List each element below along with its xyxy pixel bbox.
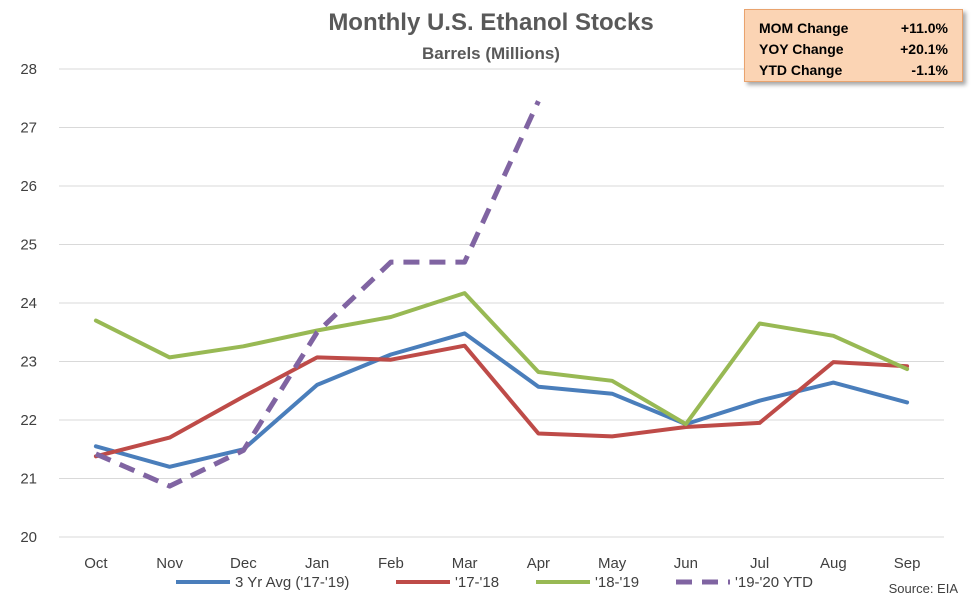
x-tick-label: Jul	[750, 555, 769, 572]
source-note: Source: EIA	[889, 581, 959, 596]
stat-row-yoy: YOY Change +20.1%	[759, 39, 948, 60]
x-tick-label: Apr	[527, 555, 550, 572]
stat-value: +20.1%	[900, 41, 948, 57]
y-tick-label: 21	[20, 471, 37, 488]
chart-subtitle: Barrels (Millions)	[422, 44, 560, 63]
change-stats-box: MOM Change +11.0% YOY Change +20.1% YTD …	[744, 9, 963, 82]
series-lines	[93, 100, 910, 489]
stat-row-ytd: YTD Change -1.1%	[759, 60, 948, 81]
y-tick-label: 27	[20, 120, 37, 137]
y-tick-label: 23	[20, 354, 37, 371]
y-tick-label: 25	[20, 237, 37, 254]
y-tick-label: 26	[20, 178, 37, 195]
y-tick-label: 24	[20, 295, 37, 312]
y-axis-ticks: 20 21 22 23 24 25 26 27 28	[20, 61, 37, 546]
x-tick-label: May	[598, 555, 627, 572]
y-tick-label: 22	[20, 412, 37, 429]
x-tick-label: Aug	[820, 555, 847, 572]
x-tick-label: Dec	[230, 555, 257, 572]
stat-value: -1.1%	[911, 62, 948, 78]
gridlines	[59, 68, 944, 538]
legend-label: '17-'18	[455, 574, 499, 591]
stat-label: YTD Change	[759, 62, 843, 78]
y-tick-label: 28	[20, 61, 37, 78]
legend-label: 3 Yr Avg ('17-'19)	[235, 574, 349, 591]
stat-row-mom: MOM Change +11.0%	[759, 18, 948, 39]
x-tick-label: Mar	[452, 555, 478, 572]
y-tick-label: 20	[20, 529, 37, 546]
chart-title: Monthly U.S. Ethanol Stocks	[328, 9, 653, 36]
series-line-3	[94, 100, 541, 489]
x-tick-label: Nov	[156, 555, 183, 572]
x-tick-label: Feb	[378, 555, 404, 572]
legend: 3 Yr Avg ('17-'19) '17-'18 '18-'19 '19-'20 …	[176, 574, 813, 591]
series-line-1	[93, 343, 910, 459]
stat-label: MOM Change	[759, 20, 849, 36]
series-line-2	[93, 291, 910, 427]
legend-label: '18-'19	[595, 574, 639, 591]
legend-label: '19-'20 YTD	[735, 574, 813, 591]
stat-value: +11.0%	[900, 20, 948, 36]
series-line-0	[93, 331, 910, 469]
x-tick-label: Jan	[305, 555, 329, 572]
x-axis-ticks: Oct Nov Dec Jan Feb Mar Apr May Jun Jul Aug Sep	[84, 555, 920, 572]
stat-label: YOY Change	[759, 41, 844, 57]
x-tick-label: Oct	[84, 555, 108, 572]
x-tick-label: Sep	[894, 555, 921, 572]
x-tick-label: Jun	[674, 555, 698, 572]
